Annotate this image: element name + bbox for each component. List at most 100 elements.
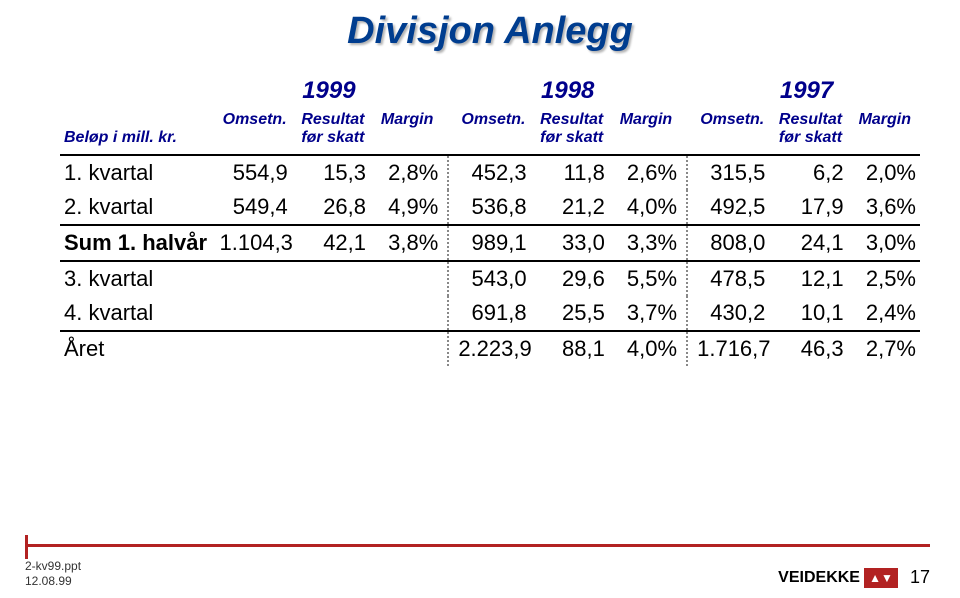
- value-cell: 15,3: [294, 156, 372, 190]
- value-cell: 46,3: [771, 332, 849, 366]
- column-header: Omsetn.: [693, 107, 771, 154]
- slide: Divisjon Anlegg 199919981997Beløp i mill…: [0, 0, 960, 598]
- group-divider: [681, 226, 693, 260]
- value-cell: 26,8: [294, 190, 372, 224]
- table-row: Sum 1. halvår1.104,342,13,8%989,133,03,3…: [60, 226, 920, 260]
- margin-cell: 4,0%: [611, 190, 681, 224]
- value-cell: [216, 296, 294, 330]
- group-divider: [442, 296, 454, 330]
- value-cell: 1.716,7: [693, 332, 771, 366]
- value-cell: [294, 262, 372, 296]
- value-cell: 808,0: [693, 226, 771, 260]
- margin-cell: 3,8%: [372, 226, 442, 260]
- group-divider: [442, 190, 454, 224]
- row-label: 1. kvartal: [60, 156, 216, 190]
- group-divider: [681, 262, 693, 296]
- table-row: 2. kvartal549,426,84,9% 536,821,24,0% 492,…: [60, 190, 920, 224]
- value-cell: [294, 332, 372, 366]
- value-cell: 6,2: [771, 156, 849, 190]
- value-cell: 11,8: [533, 156, 611, 190]
- value-cell: 10,1: [771, 296, 849, 330]
- value-cell: 33,0: [533, 226, 611, 260]
- footer-right: VEIDEKKE ▲▼ 17: [778, 567, 930, 588]
- group-divider: [681, 156, 693, 190]
- value-cell: [294, 296, 372, 330]
- group-divider: [442, 226, 454, 260]
- value-cell: 430,2: [693, 296, 771, 330]
- value-cell: 2.223,9: [454, 332, 532, 366]
- table-row: 1. kvartal554,915,32,8% 452,311,82,6% 315,…: [60, 156, 920, 190]
- footer-redline: [25, 533, 930, 557]
- value-cell: 549,4: [216, 190, 294, 224]
- group-divider: [442, 332, 454, 366]
- page-number: 17: [910, 567, 930, 588]
- margin-cell: 2,7%: [850, 332, 920, 366]
- value-cell: 21,2: [533, 190, 611, 224]
- year-header: 1999: [216, 73, 443, 107]
- column-header: Omsetn.: [216, 107, 294, 154]
- value-cell: 17,9: [771, 190, 849, 224]
- margin-cell: 2,5%: [850, 262, 920, 296]
- group-divider: [442, 262, 454, 296]
- row-label: 2. kvartal: [60, 190, 216, 224]
- column-header: Resultatfør skatt: [294, 107, 372, 154]
- group-divider: [681, 190, 693, 224]
- value-cell: 478,5: [693, 262, 771, 296]
- margin-cell: [372, 332, 442, 366]
- data-table: 199919981997Beløp i mill. kr.Omsetn.Resu…: [60, 73, 920, 366]
- value-cell: 88,1: [533, 332, 611, 366]
- row-label: 3. kvartal: [60, 262, 216, 296]
- table-row: 4. kvartal 691,825,53,7% 430,210,12,4%: [60, 296, 920, 330]
- margin-cell: 4,0%: [611, 332, 681, 366]
- group-divider: [681, 332, 693, 366]
- value-cell: 25,5: [533, 296, 611, 330]
- margin-cell: 2,8%: [372, 156, 442, 190]
- redline-horiz: [28, 544, 930, 547]
- margin-cell: 3,7%: [611, 296, 681, 330]
- value-cell: 691,8: [454, 296, 532, 330]
- margin-cell: [372, 262, 442, 296]
- margin-cell: [372, 296, 442, 330]
- margin-cell: 2,6%: [611, 156, 681, 190]
- row-label: Sum 1. halvår: [60, 226, 216, 260]
- margin-cell: 5,5%: [611, 262, 681, 296]
- page-title: Divisjon Anlegg: [60, 10, 920, 53]
- column-header-row: Beløp i mill. kr.Omsetn.Resultatfør skat…: [60, 107, 920, 154]
- column-header: Margin: [611, 107, 681, 154]
- value-cell: 536,8: [454, 190, 532, 224]
- value-cell: 989,1: [454, 226, 532, 260]
- value-cell: [216, 262, 294, 296]
- column-header: Margin: [850, 107, 920, 154]
- footer: 2-kv99.ppt 12.08.99 VEIDEKKE ▲▼ 17: [0, 533, 960, 588]
- value-cell: 452,3: [454, 156, 532, 190]
- margin-cell: 4,9%: [372, 190, 442, 224]
- value-cell: 42,1: [294, 226, 372, 260]
- year-header: 1997: [693, 73, 920, 107]
- logo-mark: ▲▼: [864, 568, 898, 588]
- value-cell: 543,0: [454, 262, 532, 296]
- column-header: Omsetn.: [454, 107, 532, 154]
- redline-tick: [25, 535, 28, 559]
- column-header: Resultatfør skatt: [533, 107, 611, 154]
- column-header: Resultatfør skatt: [771, 107, 849, 154]
- margin-cell: 3,3%: [611, 226, 681, 260]
- row-title-header: Beløp i mill. kr.: [60, 107, 216, 154]
- table-row: Året 2.223,988,14,0% 1.716,746,32,7%: [60, 332, 920, 366]
- value-cell: 492,5: [693, 190, 771, 224]
- logo-mark-glyph: ▲▼: [869, 572, 893, 584]
- value-cell: 29,6: [533, 262, 611, 296]
- table-row: 3. kvartal543,029,65,5%478,512,12,5%: [60, 262, 920, 296]
- margin-cell: 2,0%: [850, 156, 920, 190]
- logo: VEIDEKKE ▲▼: [778, 568, 898, 588]
- margin-cell: 2,4%: [850, 296, 920, 330]
- logo-text: VEIDEKKE: [778, 569, 860, 587]
- value-cell: 315,5: [693, 156, 771, 190]
- margin-cell: 3,0%: [850, 226, 920, 260]
- row-label: 4. kvartal: [60, 296, 216, 330]
- margin-cell: 3,6%: [850, 190, 920, 224]
- row-label: Året: [60, 332, 216, 366]
- value-cell: 554,9: [216, 156, 294, 190]
- value-cell: 24,1: [771, 226, 849, 260]
- year-header: 1998: [454, 73, 681, 107]
- group-divider: [681, 296, 693, 330]
